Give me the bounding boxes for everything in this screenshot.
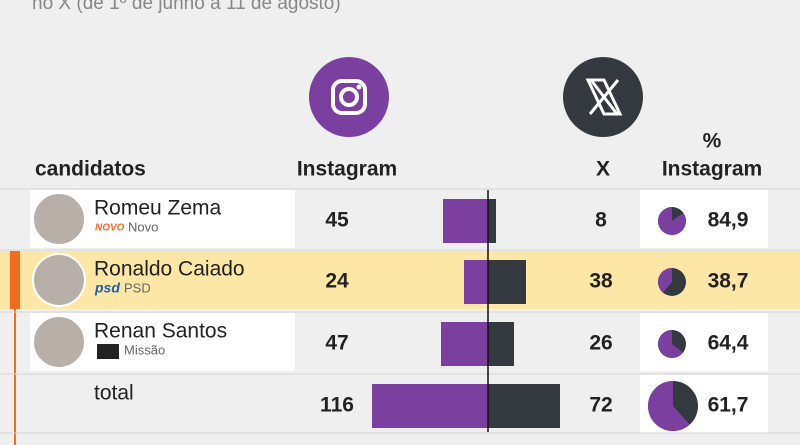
accent-line [14, 251, 16, 445]
total-label: total [94, 382, 134, 405]
instagram-glyph [356, 84, 362, 90]
x-glyph [585, 78, 623, 116]
row-accent [10, 251, 20, 309]
pct-value: 38,7 [708, 270, 749, 293]
x-value: 38 [589, 270, 613, 293]
x-value: 26 [589, 332, 612, 355]
party-logo: NOVO [95, 223, 125, 234]
header-x: X [596, 158, 610, 181]
subtitle: no X (de 1º de junho a 11 de agosto) [32, 0, 341, 14]
instagram-glyph [339, 87, 359, 107]
avatar [32, 253, 86, 307]
candidate-name: Romeu Zema [94, 197, 222, 220]
pct-value: 84,9 [708, 209, 749, 232]
instagram-value: 24 [325, 270, 349, 293]
x-bar [488, 322, 514, 366]
instagram-bar [443, 199, 488, 243]
candidate-name: Ronaldo Caiado [94, 258, 245, 281]
header-pct: Instagram [662, 158, 762, 181]
party-name: Missão [124, 342, 165, 357]
header-candidates: candidatos [35, 158, 146, 181]
pct-value: 61,7 [708, 394, 749, 417]
avatar [32, 315, 86, 369]
instagram-value: 47 [325, 332, 348, 355]
pie-instagram [657, 268, 672, 293]
x-bar [488, 199, 496, 243]
pie-instagram [648, 381, 690, 431]
pie-instagram [658, 330, 684, 359]
party-logo [97, 344, 119, 359]
instagram-bar [372, 384, 488, 428]
x-bar [488, 260, 526, 304]
instagram-bar [441, 322, 488, 366]
x-value: 72 [589, 394, 612, 417]
instagram-glyph [331, 79, 367, 115]
header-pct: % [703, 130, 722, 153]
x-bar [488, 384, 560, 428]
party-logo: psd [94, 280, 120, 296]
avatar [32, 192, 86, 246]
candidate-name: Renan Santos [94, 320, 227, 343]
pct-value: 64,4 [708, 332, 749, 355]
pie-instagram [658, 207, 687, 236]
party-name: Novo [128, 219, 158, 234]
instagram-value: 45 [325, 209, 349, 232]
instagram-icon [309, 57, 389, 137]
party-name: PSD [124, 280, 151, 295]
instagram-value: 116 [320, 394, 354, 417]
x-value: 8 [595, 209, 607, 232]
instagram-bar [464, 260, 488, 304]
header-instagram: Instagram [297, 158, 397, 181]
